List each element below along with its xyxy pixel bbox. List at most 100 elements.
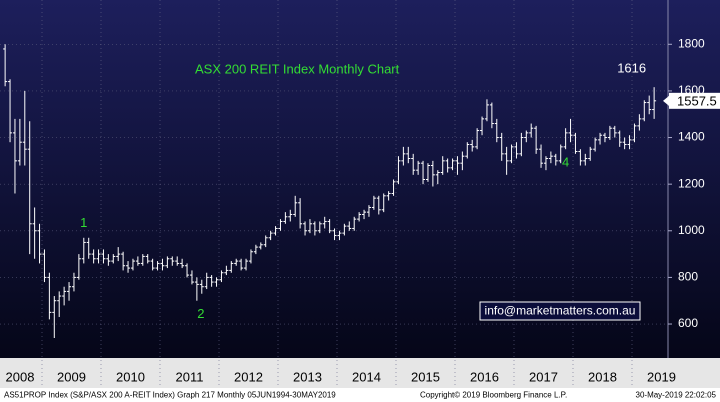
- ohlc-bar: [81, 237, 86, 264]
- ohlc-bar: [140, 254, 145, 266]
- footer-right: 30-May-2019 22:02:05: [636, 391, 717, 400]
- ohlc-bar: [209, 275, 214, 287]
- ohlc-bar: [465, 142, 470, 159]
- ohlc-bar: [130, 258, 135, 271]
- last-price-box: [669, 92, 720, 109]
- y-tick-label: 1400: [678, 130, 705, 144]
- ohlc-bar: [558, 144, 563, 164]
- ohlc-bar: [622, 137, 627, 150]
- ohlc-bar: [401, 146, 406, 166]
- ohlc-bar: [17, 118, 22, 166]
- ohlc-bar: [312, 221, 317, 236]
- ohlc-bar: [553, 153, 558, 166]
- ohlc-bar: [583, 153, 588, 166]
- ohlc-bar: [568, 118, 573, 143]
- ohlc-bar: [52, 296, 57, 339]
- x-tick-label: 2010: [116, 369, 145, 384]
- ohlc-bar: [396, 156, 401, 185]
- ohlc-bar: [637, 114, 642, 131]
- ohlc-bar: [381, 193, 386, 213]
- ohlc-bar: [499, 132, 504, 161]
- ohlc-bar: [504, 146, 509, 175]
- ohlc-bar: [199, 279, 204, 294]
- ohlc-bar: [563, 128, 568, 150]
- ohlc-bar: [175, 256, 180, 266]
- ohlc-bar: [12, 118, 17, 194]
- ohlc-bar: [450, 158, 455, 171]
- ohlc-bar: [342, 223, 347, 236]
- ohlc-bar: [435, 170, 440, 185]
- ohlc-bar: [440, 156, 445, 175]
- ohlc-bar: [180, 258, 185, 269]
- ohlc-bar: [229, 261, 234, 273]
- ohlc-bar: [317, 221, 322, 234]
- wave-label: 1: [80, 215, 87, 230]
- ohlc-bar: [8, 79, 13, 143]
- x-tick-label: 2013: [293, 369, 322, 384]
- x-tick-label: 2017: [529, 369, 558, 384]
- ohlc-bar: [529, 123, 534, 138]
- ohlc-bar: [607, 125, 612, 140]
- ohlc-bar: [347, 221, 352, 231]
- ohlc-bar: [642, 100, 647, 122]
- y-tick-label: 1800: [678, 36, 705, 50]
- ohlc-bar: [22, 90, 27, 166]
- ohlc-bar: [62, 286, 67, 306]
- ohlc-bar: [386, 191, 391, 201]
- ohlc-bar: [116, 247, 121, 262]
- ohlc-bar: [406, 146, 411, 164]
- ohlc-bar: [170, 256, 175, 266]
- ohlc-bar: [96, 249, 101, 264]
- x-tick-label: 2012: [234, 369, 263, 384]
- footer-mid: Copyright© 2019 Bloomberg Finance L.P.: [420, 391, 567, 400]
- ohlc-bar: [371, 195, 376, 210]
- wave-label: 2: [197, 306, 204, 321]
- x-tick-label: 2008: [6, 369, 35, 384]
- ohlc-bar: [612, 125, 617, 138]
- ohlc-bar: [288, 209, 293, 222]
- footer-left: AS51PROP Index (S&P/ASX 200 A-REIT Index…: [4, 391, 336, 400]
- peak-label: 1616: [617, 61, 646, 76]
- ohlc-bar: [470, 139, 475, 152]
- last-price-pointer: [663, 95, 669, 106]
- ohlc-bar: [632, 123, 637, 143]
- ohlc-bar: [253, 244, 258, 255]
- ohlc-bar: [165, 256, 170, 269]
- ohlc-bar: [391, 179, 396, 196]
- ohlc-bar: [204, 272, 209, 290]
- ohlc-bar: [362, 209, 367, 220]
- ohlc-bar: [239, 258, 244, 271]
- footer-band: [0, 388, 720, 402]
- ohlc-bar: [219, 270, 224, 283]
- ohlc-bar: [411, 153, 416, 175]
- ohlc-bar: [425, 163, 430, 182]
- ohlc-bar: [647, 95, 652, 115]
- x-axis-band: [0, 358, 720, 388]
- ohlc-bar: [539, 144, 544, 168]
- x-tick-label: 2018: [588, 369, 617, 384]
- ohlc-bar: [489, 102, 494, 129]
- ohlc-bar: [106, 254, 111, 266]
- ohlc-bar: [298, 198, 303, 229]
- ohlc-bar: [248, 249, 253, 264]
- ohlc-bar: [460, 151, 465, 171]
- ohlc-bar: [145, 254, 150, 264]
- last-price-label: 1557.5: [677, 93, 717, 108]
- ohlc-bar: [57, 291, 62, 318]
- ohlc-bar: [519, 132, 524, 157]
- ohlc-bar: [337, 230, 342, 241]
- ohlc-bar: [652, 87, 657, 119]
- y-tick-label: 800: [678, 270, 698, 284]
- ohlc-bar: [150, 258, 155, 271]
- ohlc-bar: [263, 235, 268, 248]
- ohlc-bar: [86, 237, 91, 259]
- ohlc-bar: [76, 254, 81, 280]
- ohlc-bar: [303, 221, 308, 236]
- wave-label: 4: [562, 155, 569, 170]
- ohlc-bar: [430, 160, 435, 187]
- ohlc-bar: [327, 219, 332, 234]
- ohlc-bar: [135, 256, 140, 266]
- ohlc-bar: [602, 132, 607, 143]
- ohlc-bar: [357, 212, 362, 222]
- ohlc-bar: [194, 277, 199, 301]
